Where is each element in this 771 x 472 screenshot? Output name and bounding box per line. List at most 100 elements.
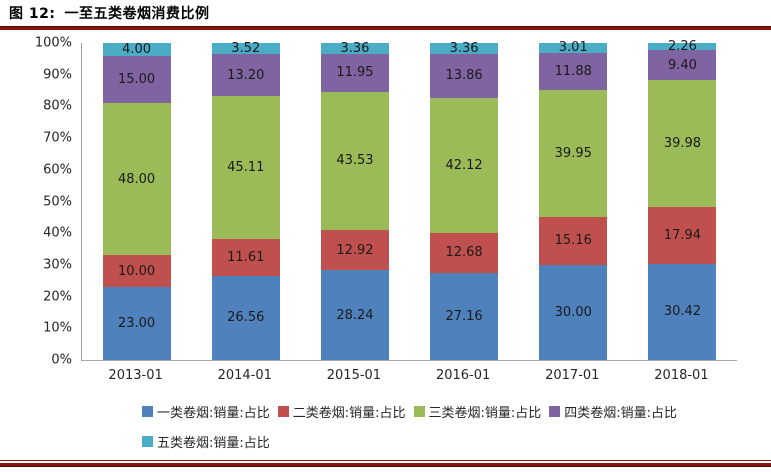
data-label: 13.86: [445, 68, 483, 84]
data-label: 48.00: [117, 171, 156, 187]
y-axis-tick-label: 70%: [43, 130, 72, 146]
legend: 一类卷烟:销量:占比 二类卷烟:销量:占比 三类卷烟:销量:占比 四类卷烟:销量:占比…: [142, 402, 702, 451]
header-rule: [0, 26, 771, 30]
bar-segment: 12.92: [320, 229, 389, 271]
bar-group: 26.56 11.61 45.11 13.20 3.52: [191, 41, 300, 360]
bar-group: 27.16 12.68 42.12 13.86 3.36: [410, 41, 519, 360]
bar-segment: 2.26: [648, 39, 717, 55]
data-label: 11.88: [554, 63, 592, 79]
y-axis-labels: 0% 10% 20% 30% 40% 50% 60% 70% 80% 90% 100%: [0, 36, 72, 368]
stacked-bar-chart: 0% 10% 20% 30% 40% 50% 60% 70% 80% 90% 100% 23.00 1…: [0, 36, 771, 451]
bar-segment: 28.24: [320, 270, 389, 360]
data-label: 12.92: [336, 242, 374, 258]
data-label: 30.42: [663, 304, 702, 320]
bar-group: 30.00 15.16 39.95 11.88 3.01: [519, 40, 628, 360]
stacked-bar: 23.00 10.00 48.00 15.00 4.00: [102, 41, 171, 360]
legend-label: 四类卷烟:销量:占比: [564, 406, 678, 421]
y-axis-tick-label: 20%: [43, 289, 72, 305]
plot-area: 23.00 10.00 48.00 15.00 4.00 26.56 11.61 45.11 1…: [81, 39, 737, 361]
legend-label: 一类卷烟:销量:占比: [157, 406, 270, 421]
bar-group: 30.42 17.94 39.98 9.40 2.26: [628, 39, 737, 360]
y-axis-tick-label: 90%: [43, 67, 72, 83]
bar-segment: 23.00: [102, 287, 171, 360]
data-label: 27.16: [445, 309, 483, 325]
data-label: 3.01: [558, 40, 588, 56]
y-axis-tick-label: 50%: [43, 194, 72, 209]
y-axis-tick-label: 40%: [43, 225, 72, 241]
legend-swatch-icon: [142, 406, 153, 417]
footer-rule-thin: [0, 460, 771, 461]
bar-segment: 39.95: [539, 90, 608, 217]
x-axis-tick-label: 2016-01: [435, 368, 491, 383]
bar-segment: 39.98: [648, 79, 717, 207]
bar-segment: 30.42: [648, 263, 717, 360]
data-label: 9.40: [667, 57, 697, 73]
bar-segment: 9.40: [648, 50, 717, 80]
y-axis-tick-label: 80%: [43, 98, 72, 114]
x-axis-tick-label: 2018-01: [654, 368, 709, 383]
bar-segment: 10.00: [102, 255, 171, 288]
bar-segment: 43.53: [320, 91, 389, 230]
bar-segment: 11.95: [320, 53, 389, 92]
data-label: 39.98: [663, 135, 702, 151]
data-label: 4.00: [122, 41, 152, 57]
y-axis-tick-label: 30%: [43, 257, 72, 273]
legend-label: 二类卷烟:销量:占比: [292, 406, 406, 421]
bar-segment: 12.68: [430, 232, 499, 274]
x-axis-tick-label: 2015-01: [326, 368, 382, 383]
data-label: 23.00: [117, 316, 156, 332]
data-label: 30.00: [554, 304, 592, 320]
stacked-bar: 27.16 12.68 42.12 13.86 3.36: [430, 41, 499, 360]
bar-segment: 42.12: [430, 98, 499, 233]
data-label: 15.00: [117, 71, 156, 87]
data-label: 3.36: [340, 40, 370, 56]
legend-label: 三类卷烟:销量:占比: [428, 406, 542, 421]
data-label: 26.56: [227, 310, 265, 326]
legend-item: 三类卷烟:销量:占比: [413, 402, 542, 421]
data-label: 11.95: [336, 65, 374, 81]
data-label: 10.00: [117, 263, 156, 279]
footer-rule-thick: [0, 463, 771, 467]
stacked-bar: 30.00 15.16 39.95 11.88 3.01: [539, 40, 608, 360]
legend-item: 一类卷烟:销量:占比: [142, 402, 270, 421]
x-axis-tick-label: 2013-01: [108, 368, 163, 383]
data-label: 2.26: [667, 39, 697, 55]
stacked-bar: 30.42 17.94 39.98 9.40 2.26: [648, 39, 717, 360]
figure-label: 图 12:: [9, 6, 56, 22]
data-label: 11.61: [227, 249, 265, 265]
stacked-bar: 26.56 11.61 45.11 13.20 3.52: [211, 41, 280, 360]
bar-segment: 3.36: [430, 41, 499, 56]
bar-segment: 26.56: [211, 275, 280, 360]
legend-item: 二类卷烟:销量:占比: [277, 402, 406, 421]
x-axis-tick-label: 2017-01: [545, 368, 600, 383]
bar-segment: 3.01: [539, 40, 608, 56]
y-axis-tick-label: 100%: [34, 35, 72, 51]
bar-segment: 30.00: [539, 264, 608, 360]
bar-segment: 45.11: [211, 96, 280, 240]
bar-group: 23.00 10.00 48.00 15.00 4.00: [82, 41, 191, 360]
bar-segment: 27.16: [430, 273, 499, 360]
bar-segment: 3.36: [320, 40, 389, 56]
data-label: 17.94: [663, 227, 702, 243]
bar-group: 28.24 12.92 43.53 11.95 3.36: [300, 40, 409, 360]
data-label: 3.52: [231, 41, 261, 57]
bar-segment: 4.00: [102, 41, 171, 57]
bar-segment: 13.20: [211, 54, 280, 97]
data-label: 39.95: [554, 146, 592, 162]
data-label: 13.20: [227, 67, 265, 83]
x-axis-tick-label: 2014-01: [217, 368, 272, 383]
legend-swatch-icon: [549, 406, 561, 417]
data-label: 12.68: [445, 245, 483, 261]
bar-segment: 15.00: [102, 55, 171, 104]
y-axis-tick-label: 0%: [51, 352, 72, 368]
bar-segment: 15.16: [539, 216, 608, 265]
y-axis-tick-label: 60%: [43, 162, 72, 178]
legend-swatch-icon: [277, 406, 289, 417]
legend-label: 五类卷烟:销量:占比: [157, 436, 270, 451]
bar-segment: 13.86: [430, 53, 499, 99]
bar-segment: 11.61: [211, 239, 280, 276]
legend-item: 五类卷烟:销量:占比: [142, 432, 270, 451]
data-label: 42.12: [445, 157, 483, 173]
bar-segment: 48.00: [102, 103, 171, 256]
